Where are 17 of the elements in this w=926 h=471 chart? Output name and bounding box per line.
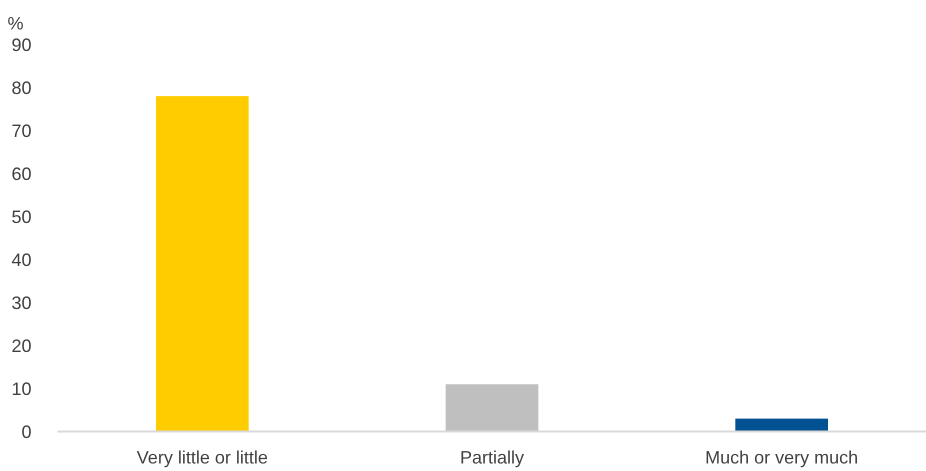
y-tick-label: 70: [11, 121, 32, 141]
y-tick-label: 50: [11, 207, 32, 227]
y-tick-label: 10: [11, 379, 32, 399]
bar: [446, 384, 538, 432]
y-tick-label: 20: [11, 336, 32, 356]
bar: [156, 96, 249, 432]
x-tick-label: Much or very much: [705, 448, 858, 468]
y-tick-label: 90: [11, 35, 32, 55]
bar: [735, 418, 828, 432]
y-tick-label: 0: [21, 422, 32, 442]
x-tick-label: Partially: [460, 448, 524, 468]
y-axis-title: %: [8, 14, 24, 34]
y-tick-label: 80: [11, 78, 32, 98]
y-tick-label: 30: [11, 293, 32, 313]
x-tick-label: Very little or little: [136, 448, 268, 468]
y-tick-label: 40: [11, 250, 32, 270]
y-tick-label: 60: [11, 164, 32, 184]
